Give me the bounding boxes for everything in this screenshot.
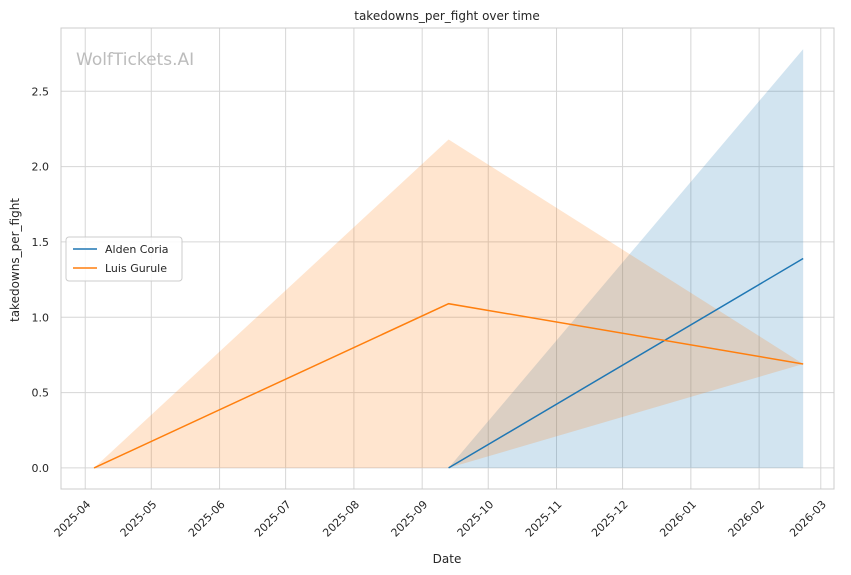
x-tick-label: 2025-08: [320, 498, 362, 540]
x-tick-label: 2025-04: [52, 498, 94, 540]
y-tick-label: 0.0: [32, 462, 50, 475]
grid: [61, 28, 834, 489]
y-tick-label: 2.0: [32, 161, 50, 174]
series-lines: [93, 257, 804, 469]
legend-box: [65, 236, 183, 282]
y-tick-label: 1.0: [32, 311, 50, 324]
y-tick-label: 2.5: [32, 85, 50, 98]
y-axis-label: takedowns_per_fight: [8, 198, 22, 322]
confidence-bands: [94, 49, 804, 468]
x-tick-label: 2025-06: [186, 498, 228, 540]
legend: Alden Coria Luis Gurule: [65, 236, 183, 282]
x-tick-label: 2025-11: [523, 498, 565, 540]
series-line-alden-coria: [448, 257, 804, 469]
y-tick-label: 1.5: [32, 236, 50, 249]
legend-label-alden-coria: Alden Coria: [105, 243, 169, 256]
legend-label-luis-gurule: Luis Gurule: [105, 262, 167, 275]
x-axis-ticks: 2025-04 2025-05 2025-06 2025-07 2025-08 2025-…: [52, 498, 829, 540]
plot-frame: [60, 27, 835, 490]
series-line-luis-gurule: [93, 302, 804, 469]
x-tick-label: 2025-05: [118, 498, 160, 540]
ci-band-alden-coria: [448, 49, 804, 468]
x-axis-label: Date: [433, 552, 462, 566]
y-axis-ticks: 0.0 0.5 1.0 1.5 2.0 2.5: [32, 85, 50, 475]
x-tick-label: 2026-01: [657, 498, 699, 540]
x-tick-label: 2026-03: [787, 498, 829, 540]
chart-title: takedowns_per_fight over time: [354, 9, 540, 23]
x-tick-label: 2025-12: [589, 498, 631, 540]
x-tick-label: 2026-02: [726, 498, 768, 540]
x-tick-label: 2025-09: [389, 498, 431, 540]
x-tick-label: 2025-10: [455, 498, 497, 540]
watermark: WolfTickets.AI: [76, 50, 194, 70]
x-tick-label: 2025-07: [252, 498, 294, 540]
y-tick-label: 0.5: [32, 387, 50, 400]
